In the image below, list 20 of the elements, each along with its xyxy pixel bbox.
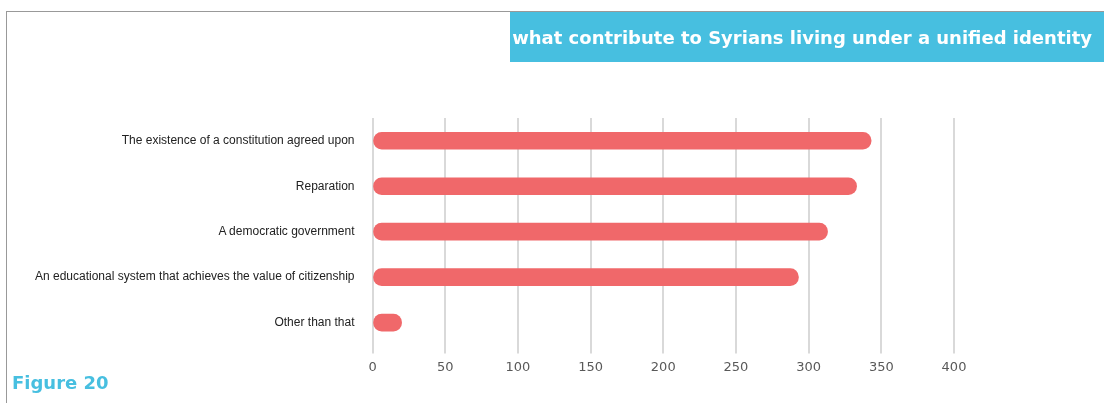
x-tick-label: 250 <box>723 358 749 374</box>
x-tick-label: 150 <box>578 358 603 374</box>
bar <box>373 268 799 287</box>
y-tick-label: The existence of a constitution agreed upon <box>121 133 355 148</box>
x-tick-label: 0 <box>368 358 377 374</box>
bar <box>373 131 872 150</box>
x-tick-label: 300 <box>796 358 822 374</box>
caption: Figure 20 <box>12 372 109 393</box>
y-tick-label: A democratic government <box>218 224 356 239</box>
x-tick-label: 400 <box>941 358 967 374</box>
chart-title: what contribute to Syrians living under a unified identity <box>510 12 1104 62</box>
y-tick-label: Other than that <box>274 314 356 329</box>
x-tick-label: 50 <box>436 358 454 374</box>
y-tick-label: An educational system that achieves the value of citizenship <box>34 269 355 284</box>
x-tick-label: 350 <box>868 358 894 374</box>
x-tick-label: 100 <box>505 358 531 374</box>
bar <box>373 177 857 196</box>
y-tick-label: Reparation <box>295 178 355 193</box>
bar <box>373 222 828 241</box>
x-tick-label: 200 <box>650 358 676 374</box>
